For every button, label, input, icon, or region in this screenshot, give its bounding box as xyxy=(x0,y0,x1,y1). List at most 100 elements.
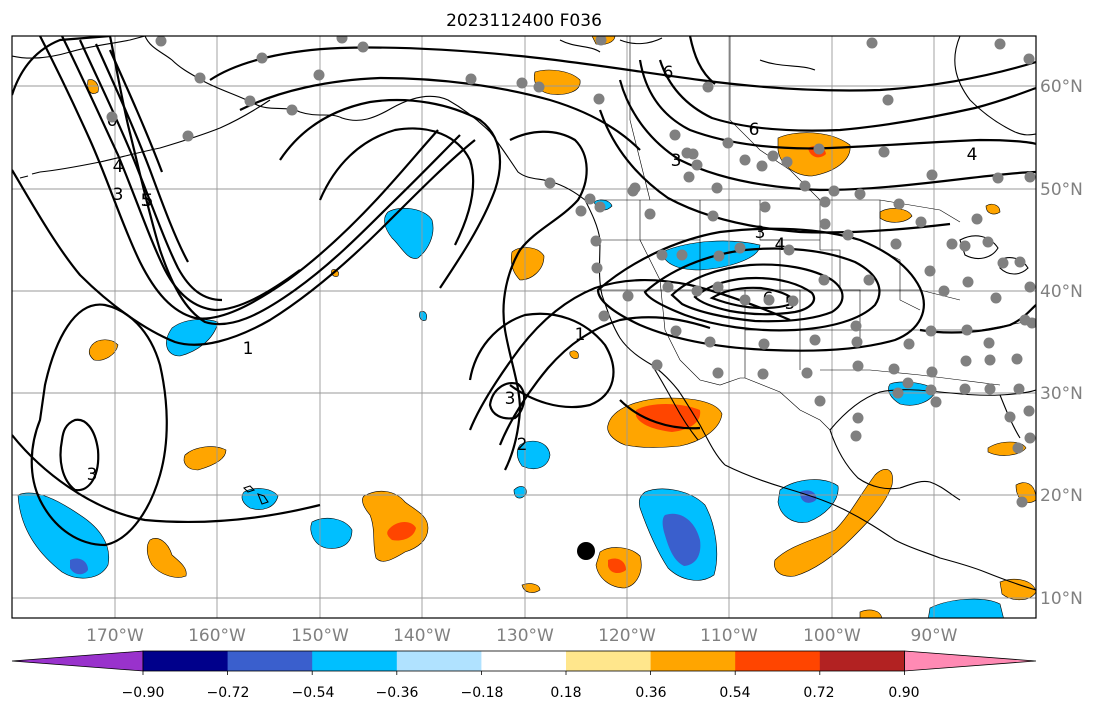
station-marker xyxy=(656,249,668,261)
contour-low-3 xyxy=(670,263,844,323)
station-marker xyxy=(878,146,890,158)
station-marker xyxy=(890,238,902,250)
contour-low-1 xyxy=(596,227,925,352)
station-marker xyxy=(757,368,769,380)
colorbar-segment xyxy=(143,651,229,671)
station-marker xyxy=(959,240,971,252)
latitude-labels: 60°N 50°N 40°N 30°N 20°N 10°N xyxy=(1040,77,1083,609)
colorbar-segment xyxy=(396,651,482,671)
canada-coast xyxy=(584,199,726,466)
arctic-islands xyxy=(559,37,816,71)
contour-west-south xyxy=(12,434,321,523)
station-marker xyxy=(903,338,915,350)
station-marker xyxy=(801,367,813,379)
station-marker xyxy=(533,81,545,93)
station-marker xyxy=(960,355,972,367)
contour-label: 3 xyxy=(755,223,766,243)
station-marker xyxy=(584,193,596,205)
contour-2 xyxy=(39,36,439,320)
contour-ridge xyxy=(209,46,1036,92)
station-marker xyxy=(670,325,682,337)
colorbar-extend-high xyxy=(904,650,1037,672)
station-marker xyxy=(712,367,724,379)
station-marker xyxy=(992,172,1004,184)
contour-1-south xyxy=(619,399,701,430)
station-marker xyxy=(893,198,905,210)
colorbar-segment xyxy=(650,651,736,671)
lat-label: 30°N xyxy=(1040,384,1083,404)
contour-label: 5 xyxy=(141,191,152,211)
fill-positive-13 xyxy=(879,208,913,223)
station-marker xyxy=(767,150,779,162)
station-markers xyxy=(106,36,1036,508)
station-marker xyxy=(915,216,927,228)
station-marker xyxy=(818,274,830,286)
fill-positive-7-core xyxy=(387,522,416,541)
station-marker xyxy=(938,285,950,297)
fill-positive-9-core xyxy=(636,404,701,432)
station-marker xyxy=(902,377,914,389)
colorbar xyxy=(11,650,1037,675)
station-marker xyxy=(926,366,938,378)
contour-cutoff xyxy=(468,312,615,409)
station-marker xyxy=(591,262,603,274)
station-marker xyxy=(863,274,875,286)
station-marker xyxy=(758,338,770,350)
station-marker xyxy=(1004,411,1016,423)
station-marker xyxy=(962,276,974,288)
colorbar-tick-label: −0.90 xyxy=(122,685,165,701)
fill-positive-4 xyxy=(88,339,119,361)
station-marker xyxy=(313,69,325,81)
fill-positive-19 xyxy=(859,609,883,618)
colorbar-segment xyxy=(735,651,821,671)
contour-label: 3 xyxy=(505,389,516,409)
station-marker xyxy=(544,177,556,189)
station-marker xyxy=(669,129,681,141)
station-marker xyxy=(930,396,942,408)
great-lakes xyxy=(959,235,1029,275)
station-marker xyxy=(594,201,606,213)
station-marker xyxy=(590,235,602,247)
gulf-coast xyxy=(829,389,1036,431)
station-marker xyxy=(1016,496,1028,508)
yucatan xyxy=(829,429,961,501)
station-marker xyxy=(994,38,1006,50)
contour-east-2 xyxy=(658,59,1036,132)
fill-negative-1-core xyxy=(70,558,88,575)
colorbar-extend-low xyxy=(11,650,144,672)
station-marker xyxy=(691,285,703,297)
contour-cutoff-inner xyxy=(488,382,526,420)
station-marker xyxy=(1023,405,1035,417)
station-marker xyxy=(814,395,826,407)
station-marker xyxy=(194,72,206,84)
station-marker xyxy=(734,242,746,254)
station-marker xyxy=(739,154,751,166)
station-marker xyxy=(1026,317,1036,329)
station-marker xyxy=(691,159,703,171)
station-marker xyxy=(465,73,477,85)
contour-pac-1 xyxy=(279,98,502,289)
fill-positive-20 xyxy=(569,350,579,359)
station-marker xyxy=(1024,432,1036,444)
lat-label: 40°N xyxy=(1040,282,1083,302)
contour-label: 3 xyxy=(113,185,124,205)
station-marker xyxy=(926,169,938,181)
station-marker xyxy=(783,244,795,256)
station-marker xyxy=(1023,53,1035,65)
station-marker xyxy=(819,196,831,208)
station-marker xyxy=(683,171,695,183)
contour-label: 5 xyxy=(143,191,154,211)
contour-3 xyxy=(61,36,301,312)
colorbar-segment xyxy=(566,651,652,671)
station-marker xyxy=(842,229,854,241)
station-marker xyxy=(882,94,894,106)
fill-negative-1 xyxy=(17,492,110,579)
station-marker xyxy=(712,281,724,293)
station-marker xyxy=(593,93,605,105)
map-frame xyxy=(11,35,1037,619)
lat-label: 20°N xyxy=(1040,486,1083,506)
station-marker xyxy=(866,37,878,49)
station-marker xyxy=(819,218,831,230)
contour-label: 3 xyxy=(87,465,98,485)
contour-1-west xyxy=(12,139,476,346)
